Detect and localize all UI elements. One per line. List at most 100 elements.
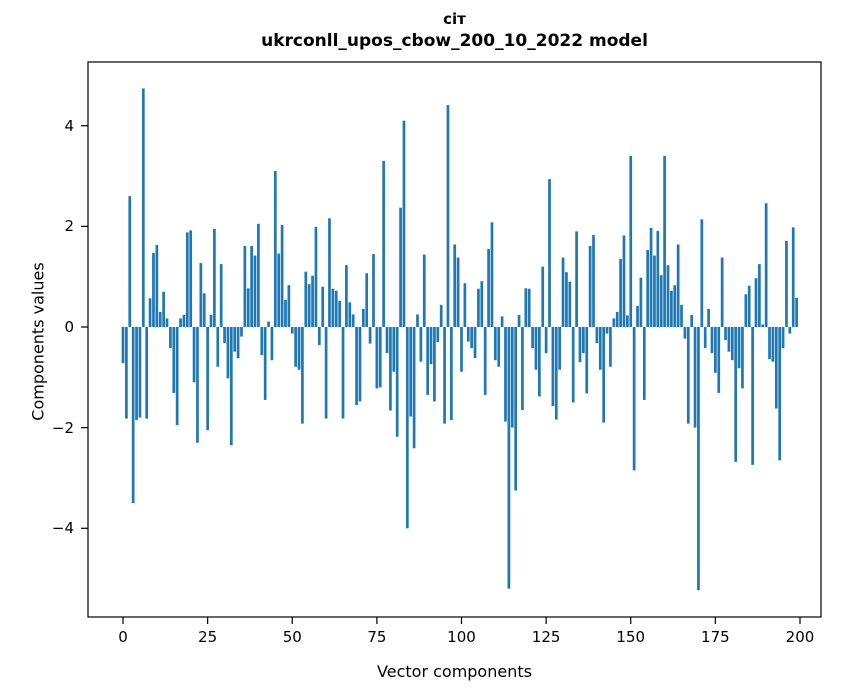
bar bbox=[402, 120, 406, 327]
bar bbox=[345, 265, 348, 327]
bar bbox=[199, 263, 203, 327]
bar bbox=[619, 259, 622, 327]
bar bbox=[764, 203, 768, 327]
bar bbox=[165, 318, 169, 327]
x-tick-label: 175 bbox=[701, 628, 730, 646]
bar bbox=[273, 171, 277, 327]
bar bbox=[121, 327, 125, 364]
bar bbox=[446, 105, 450, 327]
bar bbox=[172, 327, 176, 393]
bar bbox=[791, 227, 795, 327]
bar bbox=[324, 327, 328, 419]
bar bbox=[382, 160, 385, 327]
bar bbox=[192, 327, 196, 383]
bar bbox=[145, 327, 149, 419]
bar bbox=[470, 327, 473, 349]
bar bbox=[615, 311, 619, 327]
bar bbox=[751, 327, 754, 465]
bar bbox=[433, 327, 436, 402]
y-axis-label: Components values bbox=[28, 262, 48, 421]
bar bbox=[250, 245, 253, 327]
bar bbox=[544, 327, 548, 354]
bar bbox=[368, 327, 372, 344]
bar bbox=[317, 327, 321, 346]
bar bbox=[179, 318, 182, 327]
x-tick-label: 200 bbox=[785, 628, 815, 646]
bar bbox=[656, 230, 660, 327]
bar bbox=[152, 253, 155, 327]
bar bbox=[565, 272, 568, 327]
bar bbox=[260, 327, 264, 356]
bar bbox=[483, 327, 487, 395]
x-tick-label: 25 bbox=[198, 628, 218, 646]
bar bbox=[548, 179, 551, 327]
bar bbox=[561, 257, 565, 327]
bar bbox=[517, 314, 521, 327]
bar bbox=[527, 288, 531, 327]
bar bbox=[287, 285, 291, 327]
bar bbox=[229, 327, 233, 446]
bar bbox=[466, 327, 470, 342]
bar bbox=[267, 321, 270, 327]
bar bbox=[626, 315, 629, 327]
bar bbox=[395, 327, 399, 437]
bar bbox=[463, 283, 467, 327]
bar bbox=[429, 327, 433, 365]
bar bbox=[135, 327, 138, 421]
bar bbox=[680, 304, 683, 327]
bar bbox=[128, 196, 132, 327]
bar bbox=[744, 294, 748, 327]
bar bbox=[219, 264, 223, 327]
bar bbox=[456, 257, 460, 327]
bar bbox=[524, 288, 528, 327]
bar bbox=[311, 275, 314, 327]
bar bbox=[720, 257, 724, 327]
bar bbox=[436, 327, 440, 343]
bar bbox=[531, 327, 534, 349]
bar bbox=[785, 240, 788, 327]
bar bbox=[280, 224, 284, 327]
bar bbox=[284, 299, 287, 327]
bar bbox=[595, 327, 599, 344]
bar bbox=[372, 254, 375, 327]
bar bbox=[541, 266, 545, 327]
bar bbox=[551, 327, 555, 406]
bar bbox=[321, 286, 325, 327]
bar bbox=[209, 314, 213, 327]
bar bbox=[588, 245, 592, 327]
chart-title-word: сіт bbox=[443, 10, 466, 28]
bar bbox=[202, 293, 206, 327]
y-tick-label: −2 bbox=[51, 418, 74, 437]
bar bbox=[666, 265, 670, 327]
bar bbox=[636, 305, 639, 327]
bar bbox=[632, 327, 636, 471]
bar bbox=[778, 327, 782, 461]
x-tick-label: 75 bbox=[367, 628, 387, 646]
bar bbox=[534, 327, 538, 370]
chart-title-model: ukrconll_upos_cbow_200_10_2022 model bbox=[261, 31, 648, 51]
bar bbox=[487, 249, 490, 327]
bar bbox=[497, 327, 501, 367]
bar bbox=[331, 288, 335, 327]
bar bbox=[788, 327, 792, 334]
bar bbox=[639, 277, 643, 327]
bar bbox=[653, 255, 656, 327]
bar bbox=[328, 218, 331, 327]
bar bbox=[500, 316, 504, 327]
bar bbox=[277, 253, 281, 327]
bar bbox=[449, 327, 453, 421]
x-tick-label: 100 bbox=[447, 628, 476, 646]
bar bbox=[206, 327, 209, 431]
y-tick-label: 0 bbox=[64, 318, 74, 336]
bar bbox=[683, 327, 687, 339]
bar bbox=[270, 327, 274, 361]
bar bbox=[236, 327, 240, 359]
bar bbox=[703, 327, 707, 349]
bar bbox=[355, 327, 358, 405]
bar bbox=[131, 327, 135, 504]
bar bbox=[521, 327, 524, 411]
x-tick-label: 50 bbox=[282, 628, 302, 646]
bar bbox=[585, 327, 589, 394]
bar bbox=[598, 327, 602, 370]
